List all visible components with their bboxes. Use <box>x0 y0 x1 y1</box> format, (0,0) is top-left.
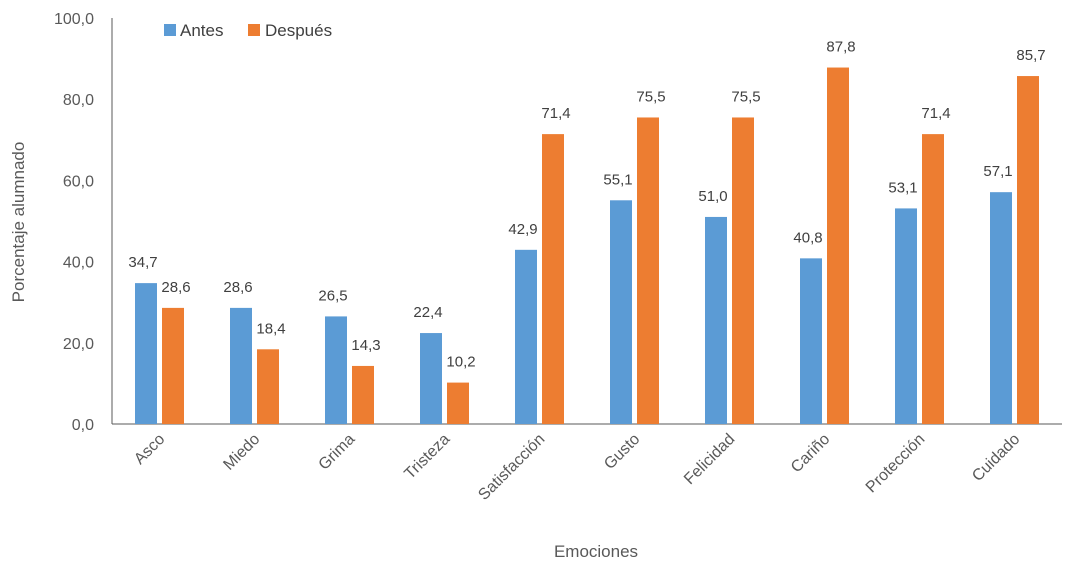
data-label: 57,1 <box>983 163 1012 180</box>
data-label: 28,6 <box>161 279 190 296</box>
bar-despues <box>827 67 849 425</box>
bar-antes <box>420 333 442 424</box>
data-label: 40,8 <box>793 229 822 246</box>
x-tick-label: Gusto <box>601 431 643 473</box>
bar-antes <box>800 258 822 424</box>
data-label: 10,2 <box>446 354 475 371</box>
bar-despues <box>352 365 374 424</box>
bar-despues <box>542 134 564 424</box>
legend-label-antes: Antes <box>180 21 223 40</box>
data-label: 34,7 <box>128 254 157 271</box>
data-label: 51,0 <box>698 188 727 205</box>
y-axis <box>111 18 1062 425</box>
legend-swatch-antes <box>164 24 176 36</box>
y-tick-label: 60,0 <box>63 173 94 190</box>
y-tick-label: 40,0 <box>63 255 94 272</box>
y-tick-labels: 0,0 20,0 40,0 60,0 80,0 100,0 <box>54 11 94 434</box>
data-labels: 34,728,6 28,618,426,514,322,410,242,971,4… <box>128 39 1045 371</box>
x-tick-label: Cuidado <box>969 431 1023 485</box>
bar-despues <box>637 117 659 424</box>
bar-despues <box>1017 76 1039 425</box>
legend-label-despues: Después <box>265 21 332 40</box>
bar-despues <box>922 134 944 424</box>
bar-antes <box>515 249 537 424</box>
x-axis-title: Emociones <box>554 542 638 561</box>
x-tick-label: Protección <box>863 431 928 496</box>
bar-antes <box>325 316 347 424</box>
bars <box>135 67 1039 425</box>
bar-despues <box>447 382 469 424</box>
data-label: 75,5 <box>731 88 760 105</box>
x-tick-label: Grima <box>316 431 359 474</box>
bar-antes <box>610 200 632 424</box>
bar-antes <box>705 216 727 424</box>
legend: Antes Después <box>164 21 332 40</box>
data-label: 42,9 <box>508 221 537 238</box>
y-tick-label: 20,0 <box>63 336 94 353</box>
legend-swatch-despues <box>248 24 260 36</box>
data-label: 55,1 <box>603 171 632 188</box>
data-label: 53,1 <box>888 179 917 196</box>
x-tick-label: Satisfacción <box>475 431 548 504</box>
data-label: 85,7 <box>1016 47 1045 64</box>
x-tick-label: Felicidad <box>681 431 738 488</box>
data-label: 75,5 <box>636 88 665 105</box>
x-tick-label: Tristeza <box>401 431 453 483</box>
bar-antes <box>990 192 1012 424</box>
data-label: 26,5 <box>318 287 347 304</box>
bar-antes <box>895 208 917 424</box>
bar-antes <box>230 307 252 424</box>
bar-despues <box>732 117 754 424</box>
y-tick-label: 100,0 <box>54 11 94 28</box>
x-tick-label: Cariño <box>788 431 833 476</box>
bar-antes <box>135 283 157 424</box>
x-tick-label: Asco <box>131 431 168 468</box>
x-tick-label: Miedo <box>220 431 263 474</box>
y-tick-label: 0,0 <box>72 417 94 434</box>
data-label: 71,4 <box>541 105 570 122</box>
data-label: 71,4 <box>921 105 950 122</box>
bar-despues <box>257 349 279 424</box>
y-axis-title: Porcentaje alumnado <box>9 142 28 303</box>
data-label: 22,4 <box>413 304 442 321</box>
x-tick-labels: Asco Miedo Grima Tristeza Satisfacción Gusto F… <box>131 431 1023 504</box>
data-label: 87,8 <box>826 39 855 56</box>
data-label: 14,3 <box>351 337 380 354</box>
y-tick-label: 80,0 <box>63 92 94 109</box>
bar-despues <box>162 307 184 424</box>
data-label: 18,4 <box>256 320 285 337</box>
data-label: 28,6 <box>223 279 252 296</box>
